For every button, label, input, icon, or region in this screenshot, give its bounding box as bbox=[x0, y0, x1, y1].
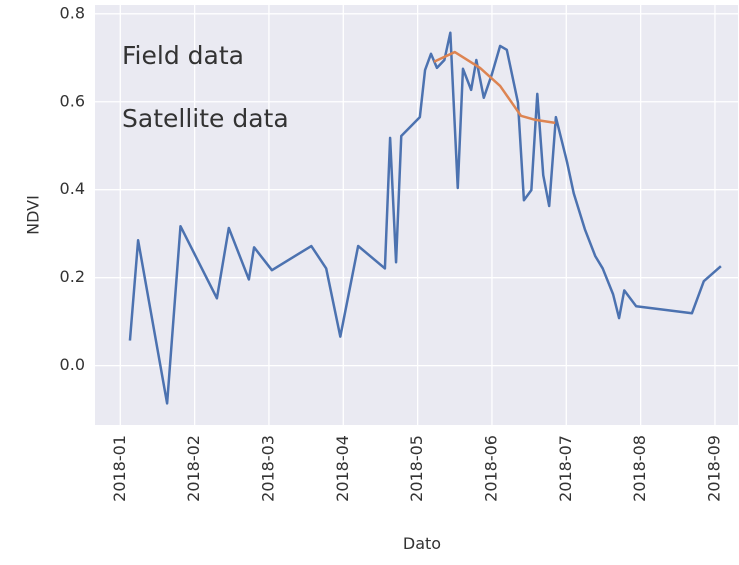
y-axis-label: NDVI bbox=[24, 195, 43, 235]
x-tick-label: 2018-02 bbox=[184, 435, 203, 502]
plot-area bbox=[95, 5, 738, 425]
y-tick-label: 0.4 bbox=[60, 179, 85, 198]
x-tick-label: 2018-07 bbox=[556, 435, 575, 502]
data-line bbox=[433, 50, 556, 125]
x-tick-label: 2018-05 bbox=[407, 435, 426, 502]
x-tick-label: 2018-08 bbox=[630, 435, 649, 502]
data-line bbox=[128, 31, 722, 405]
x-tick-label: 2018-04 bbox=[333, 435, 352, 502]
legend-label: Field data bbox=[122, 41, 244, 70]
x-tick-label: 2018-06 bbox=[481, 435, 500, 502]
legend-label: Satellite data bbox=[122, 104, 289, 133]
x-axis-label: Dato bbox=[403, 534, 441, 553]
x-tick-label: 2018-03 bbox=[258, 435, 277, 502]
x-tick-label: 2018-01 bbox=[110, 435, 129, 502]
y-tick-label: 0.6 bbox=[60, 91, 85, 110]
y-tick-label: 0.2 bbox=[60, 267, 85, 286]
x-tick-label: 2018-09 bbox=[704, 435, 723, 502]
y-tick-label: 0.8 bbox=[60, 3, 85, 22]
y-tick-label: 0.0 bbox=[60, 355, 85, 374]
